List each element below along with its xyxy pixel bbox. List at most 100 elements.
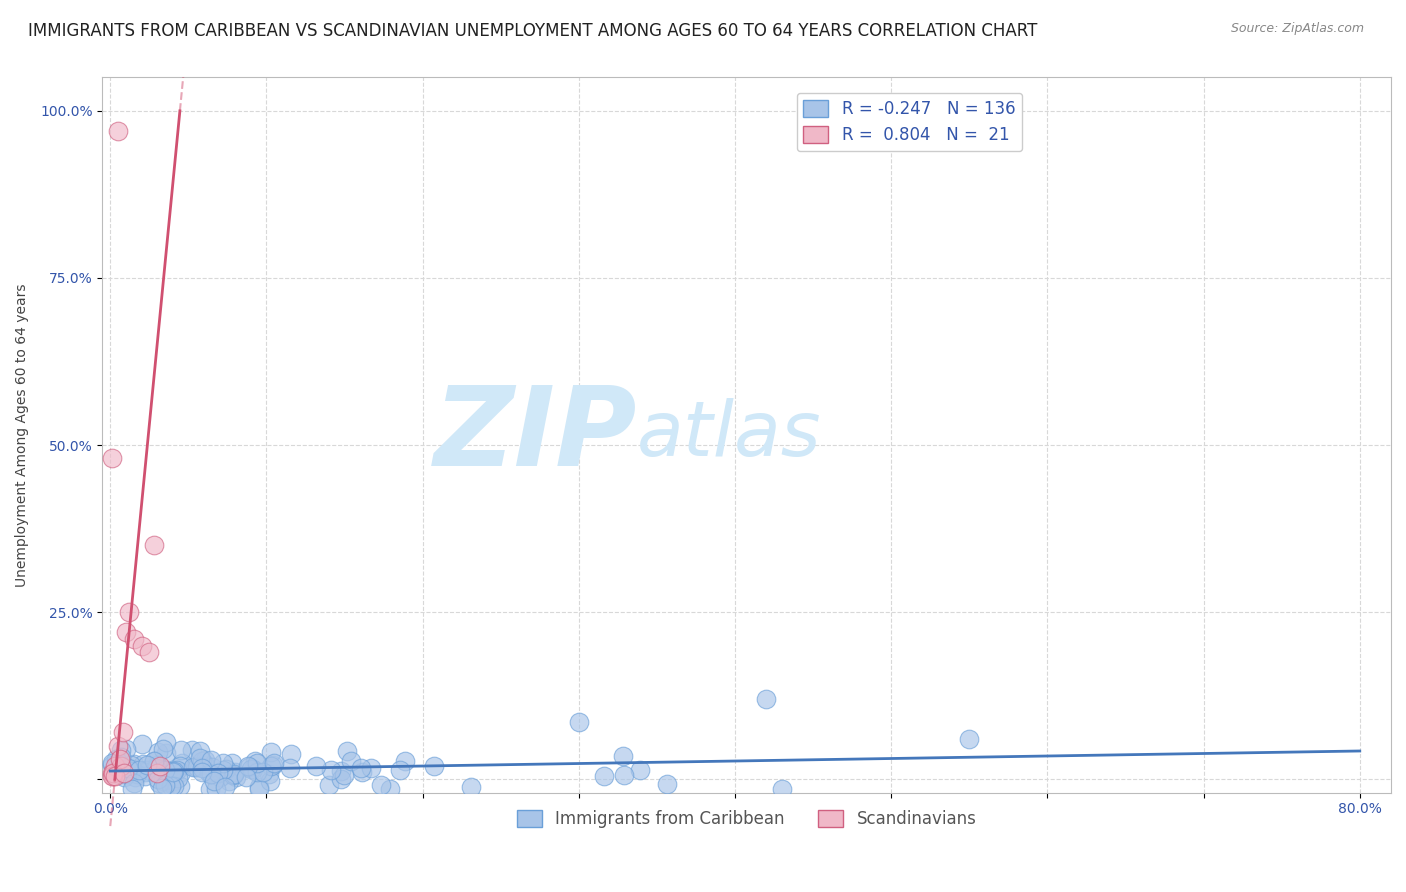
Point <box>280 747 302 762</box>
Point <box>318 778 340 792</box>
Point <box>122 632 145 646</box>
Point <box>110 743 132 757</box>
Point <box>131 737 153 751</box>
Point <box>191 761 214 775</box>
Point <box>163 764 186 778</box>
Point <box>160 764 183 779</box>
Point <box>162 764 184 779</box>
Point <box>111 755 134 769</box>
Point <box>166 764 188 778</box>
Point <box>143 538 166 552</box>
Point <box>202 774 225 789</box>
Point <box>111 725 134 739</box>
Point <box>214 780 236 795</box>
Point <box>104 759 127 773</box>
Point <box>111 767 134 781</box>
Point <box>247 782 270 797</box>
Point <box>235 770 257 784</box>
Y-axis label: Unemployment Among Ages 60 to 64 years: Unemployment Among Ages 60 to 64 years <box>15 284 30 587</box>
Point <box>152 774 174 789</box>
Point <box>122 775 145 789</box>
Point <box>263 756 285 771</box>
Point <box>101 756 124 771</box>
Point <box>238 759 260 773</box>
Point <box>460 780 482 795</box>
Point <box>181 742 204 756</box>
Point <box>155 763 177 777</box>
Point <box>593 769 616 783</box>
Point <box>127 767 149 781</box>
Point <box>613 768 636 782</box>
Point <box>142 755 165 769</box>
Point <box>200 766 222 780</box>
Point <box>340 754 363 768</box>
Point <box>103 765 125 780</box>
Point <box>146 757 169 772</box>
Point <box>124 756 146 771</box>
Point <box>101 769 124 783</box>
Point <box>197 765 219 780</box>
Point <box>115 625 138 640</box>
Point <box>217 767 239 781</box>
Point <box>260 759 283 773</box>
Point <box>770 782 793 797</box>
Point <box>329 772 352 787</box>
Text: IMMIGRANTS FROM CARIBBEAN VS SCANDINAVIAN UNEMPLOYMENT AMONG AGES 60 TO 64 YEARS: IMMIGRANTS FROM CARIBBEAN VS SCANDINAVIA… <box>28 22 1038 40</box>
Point <box>136 758 159 772</box>
Point <box>101 765 124 780</box>
Point <box>169 758 191 772</box>
Point <box>148 760 170 774</box>
Point <box>201 760 224 774</box>
Point <box>330 764 353 778</box>
Point <box>257 767 280 781</box>
Point <box>101 758 124 772</box>
Point <box>188 744 211 758</box>
Point <box>246 756 269 771</box>
Point <box>222 767 245 781</box>
Point <box>142 754 165 768</box>
Point <box>225 770 247 784</box>
Point <box>242 763 264 777</box>
Point <box>149 759 172 773</box>
Point <box>170 764 193 779</box>
Point <box>423 758 446 772</box>
Point <box>107 739 129 753</box>
Point <box>169 779 191 793</box>
Point <box>112 770 135 784</box>
Point <box>128 763 150 777</box>
Point <box>389 763 412 777</box>
Point <box>394 754 416 768</box>
Point <box>120 758 142 772</box>
Point <box>150 780 173 795</box>
Point <box>138 645 160 659</box>
Point <box>260 746 283 760</box>
Point <box>305 759 328 773</box>
Point <box>134 769 156 783</box>
Point <box>104 769 127 783</box>
Point <box>218 773 240 788</box>
Point <box>243 755 266 769</box>
Point <box>108 752 131 766</box>
Point <box>236 758 259 772</box>
Point <box>103 769 125 783</box>
Point <box>131 639 153 653</box>
Point <box>114 767 136 781</box>
Point <box>166 771 188 785</box>
Point <box>246 764 269 779</box>
Point <box>222 767 245 781</box>
Point <box>112 765 135 780</box>
Point <box>200 753 222 767</box>
Point <box>155 746 177 760</box>
Point <box>957 732 980 747</box>
Point <box>370 778 392 792</box>
Point <box>188 751 211 765</box>
Point <box>186 760 208 774</box>
Point <box>107 124 129 138</box>
Point <box>319 764 342 778</box>
Point <box>247 780 270 794</box>
Point <box>146 772 169 786</box>
Point <box>336 743 359 757</box>
Text: atlas: atlas <box>637 398 821 472</box>
Point <box>205 782 228 797</box>
Point <box>110 759 132 773</box>
